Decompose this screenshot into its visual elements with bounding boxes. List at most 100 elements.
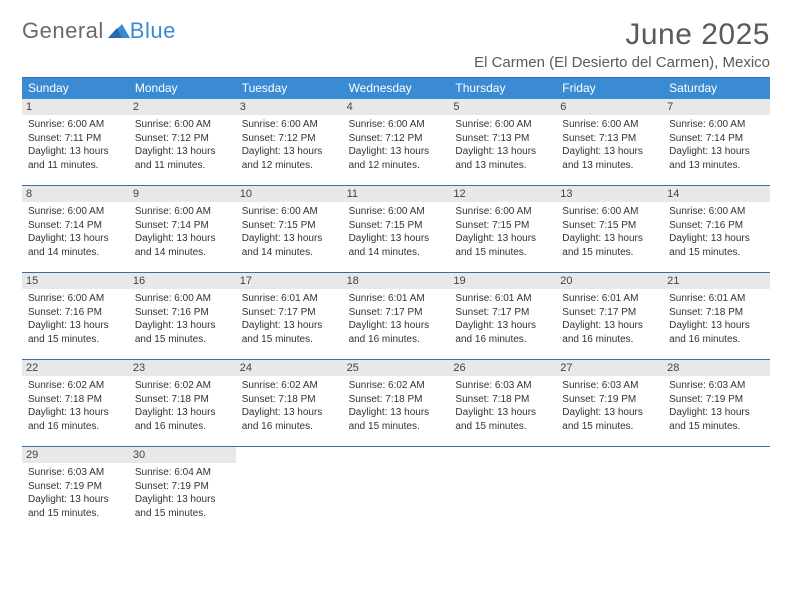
day-number: 28 (663, 360, 770, 376)
sunset-line: Sunset: 7:16 PM (135, 306, 230, 320)
sunset-line: Sunset: 7:17 PM (562, 306, 657, 320)
sunrise-line: Sunrise: 6:00 AM (455, 118, 550, 132)
calendar-day: 11Sunrise: 6:00 AMSunset: 7:15 PMDayligh… (343, 186, 450, 272)
day-info: Sunrise: 6:00 AMSunset: 7:15 PMDaylight:… (349, 205, 444, 259)
calendar-day: 23Sunrise: 6:02 AMSunset: 7:18 PMDayligh… (129, 360, 236, 446)
day-number: 29 (22, 447, 129, 463)
sunset-line: Sunset: 7:15 PM (562, 219, 657, 233)
calendar-week: 15Sunrise: 6:00 AMSunset: 7:16 PMDayligh… (22, 272, 770, 359)
daylight-line-1: Daylight: 13 hours (242, 145, 337, 159)
daylight-line-1: Daylight: 13 hours (349, 319, 444, 333)
sunrise-line: Sunrise: 6:02 AM (135, 379, 230, 393)
sunrise-line: Sunrise: 6:01 AM (349, 292, 444, 306)
daylight-line-2: and 11 minutes. (135, 159, 230, 173)
sunset-line: Sunset: 7:14 PM (135, 219, 230, 233)
dow-sunday: Sunday (22, 78, 129, 99)
sunset-line: Sunset: 7:14 PM (28, 219, 123, 233)
day-number: 15 (22, 273, 129, 289)
header: General Blue June 2025 El Carmen (El Des… (22, 18, 770, 71)
sunrise-line: Sunrise: 6:00 AM (562, 205, 657, 219)
daylight-line-1: Daylight: 13 hours (242, 406, 337, 420)
calendar-week: 22Sunrise: 6:02 AMSunset: 7:18 PMDayligh… (22, 359, 770, 446)
day-info: Sunrise: 6:00 AMSunset: 7:15 PMDaylight:… (242, 205, 337, 259)
calendar-day: 15Sunrise: 6:00 AMSunset: 7:16 PMDayligh… (22, 273, 129, 359)
sunrise-line: Sunrise: 6:03 AM (28, 466, 123, 480)
sunrise-line: Sunrise: 6:04 AM (135, 466, 230, 480)
calendar-day: 7Sunrise: 6:00 AMSunset: 7:14 PMDaylight… (663, 99, 770, 185)
calendar-week: 8Sunrise: 6:00 AMSunset: 7:14 PMDaylight… (22, 185, 770, 272)
calendar-day: 2Sunrise: 6:00 AMSunset: 7:12 PMDaylight… (129, 99, 236, 185)
daylight-line-2: and 15 minutes. (562, 246, 657, 260)
calendar-day: 19Sunrise: 6:01 AMSunset: 7:17 PMDayligh… (449, 273, 556, 359)
sunset-line: Sunset: 7:13 PM (455, 132, 550, 146)
day-info: Sunrise: 6:02 AMSunset: 7:18 PMDaylight:… (28, 379, 123, 433)
sunrise-line: Sunrise: 6:01 AM (562, 292, 657, 306)
sunrise-line: Sunrise: 6:00 AM (562, 118, 657, 132)
day-info: Sunrise: 6:03 AMSunset: 7:19 PMDaylight:… (28, 466, 123, 520)
calendar-day: 12Sunrise: 6:00 AMSunset: 7:15 PMDayligh… (449, 186, 556, 272)
calendar-day: 4Sunrise: 6:00 AMSunset: 7:12 PMDaylight… (343, 99, 450, 185)
daylight-line-2: and 11 minutes. (28, 159, 123, 173)
day-info: Sunrise: 6:00 AMSunset: 7:11 PMDaylight:… (28, 118, 123, 172)
calendar-day: 6Sunrise: 6:00 AMSunset: 7:13 PMDaylight… (556, 99, 663, 185)
day-info: Sunrise: 6:00 AMSunset: 7:12 PMDaylight:… (242, 118, 337, 172)
sunset-line: Sunset: 7:14 PM (669, 132, 764, 146)
daylight-line-1: Daylight: 13 hours (28, 493, 123, 507)
daylight-line-1: Daylight: 13 hours (455, 232, 550, 246)
brand-word-1: General (22, 18, 104, 44)
day-number: 21 (663, 273, 770, 289)
sunset-line: Sunset: 7:15 PM (349, 219, 444, 233)
daylight-line-2: and 12 minutes. (349, 159, 444, 173)
day-info: Sunrise: 6:00 AMSunset: 7:16 PMDaylight:… (135, 292, 230, 346)
day-info: Sunrise: 6:01 AMSunset: 7:17 PMDaylight:… (242, 292, 337, 346)
daylight-line-1: Daylight: 13 hours (669, 406, 764, 420)
calendar-day: 28 Sunrise: 6:03 AMSunset: 7:19 PMDayligh… (663, 360, 770, 446)
daylight-line-2: and 14 minutes. (242, 246, 337, 260)
daylight-line-1: Daylight: 13 hours (242, 232, 337, 246)
day-info: Sunrise: 6:01 AMSunset: 7:17 PMDaylight:… (562, 292, 657, 346)
brand-triangle-icon (108, 18, 130, 44)
sunset-line: Sunset: 7:19 PM (669, 393, 764, 407)
calendar-day: 8Sunrise: 6:00 AMSunset: 7:14 PMDaylight… (22, 186, 129, 272)
sunrise-line: Sunrise: 6:02 AM (28, 379, 123, 393)
month-title: June 2025 (474, 18, 770, 52)
day-info: Sunrise: 6:03 AMSunset: 7:19 PMDaylight:… (669, 379, 764, 433)
weeks-container: 1Sunrise: 6:00 AMSunset: 7:11 PMDaylight… (22, 99, 770, 533)
day-number: 20 (556, 273, 663, 289)
day-number: 16 (129, 273, 236, 289)
day-info: Sunrise: 6:02 AMSunset: 7:18 PMDaylight:… (135, 379, 230, 433)
daylight-line-2: and 13 minutes. (455, 159, 550, 173)
daylight-line-1: Daylight: 13 hours (349, 145, 444, 159)
daylight-line-1: Daylight: 13 hours (349, 232, 444, 246)
day-info: Sunrise: 6:00 AMSunset: 7:15 PMDaylight:… (562, 205, 657, 259)
sunrise-line: Sunrise: 6:03 AM (669, 379, 764, 393)
daylight-line-1: Daylight: 13 hours (28, 406, 123, 420)
day-number: 10 (236, 186, 343, 202)
sunset-line: Sunset: 7:19 PM (135, 480, 230, 494)
day-number: 30 (129, 447, 236, 463)
dow-thursday: Thursday (449, 78, 556, 99)
daylight-line-2: and 15 minutes. (669, 246, 764, 260)
daylight-line-1: Daylight: 13 hours (669, 232, 764, 246)
sunrise-line: Sunrise: 6:00 AM (455, 205, 550, 219)
day-info: Sunrise: 6:04 AMSunset: 7:19 PMDaylight:… (135, 466, 230, 520)
day-number: 4 (343, 99, 450, 115)
sunrise-line: Sunrise: 6:00 AM (135, 292, 230, 306)
daylight-line-2: and 16 minutes. (349, 333, 444, 347)
daylight-line-1: Daylight: 13 hours (455, 406, 550, 420)
daylight-line-2: and 16 minutes. (135, 420, 230, 434)
daylight-line-1: Daylight: 13 hours (28, 145, 123, 159)
calendar-day: 25Sunrise: 6:02 AMSunset: 7:18 PMDayligh… (343, 360, 450, 446)
sunrise-line: Sunrise: 6:00 AM (242, 118, 337, 132)
calendar-day: 13Sunrise: 6:00 AMSunset: 7:15 PMDayligh… (556, 186, 663, 272)
day-number: 24 (236, 360, 343, 376)
sunset-line: Sunset: 7:17 PM (455, 306, 550, 320)
daylight-line-2: and 15 minutes. (349, 420, 444, 434)
dow-friday: Friday (556, 78, 663, 99)
daylight-line-2: and 13 minutes. (562, 159, 657, 173)
sunset-line: Sunset: 7:13 PM (562, 132, 657, 146)
day-info: Sunrise: 6:01 AMSunset: 7:18 PMDaylight:… (669, 292, 764, 346)
calendar-day: 1Sunrise: 6:00 AMSunset: 7:11 PMDaylight… (22, 99, 129, 185)
calendar-day: 18Sunrise: 6:01 AMSunset: 7:17 PMDayligh… (343, 273, 450, 359)
day-info: Sunrise: 6:00 AMSunset: 7:14 PMDaylight:… (669, 118, 764, 172)
